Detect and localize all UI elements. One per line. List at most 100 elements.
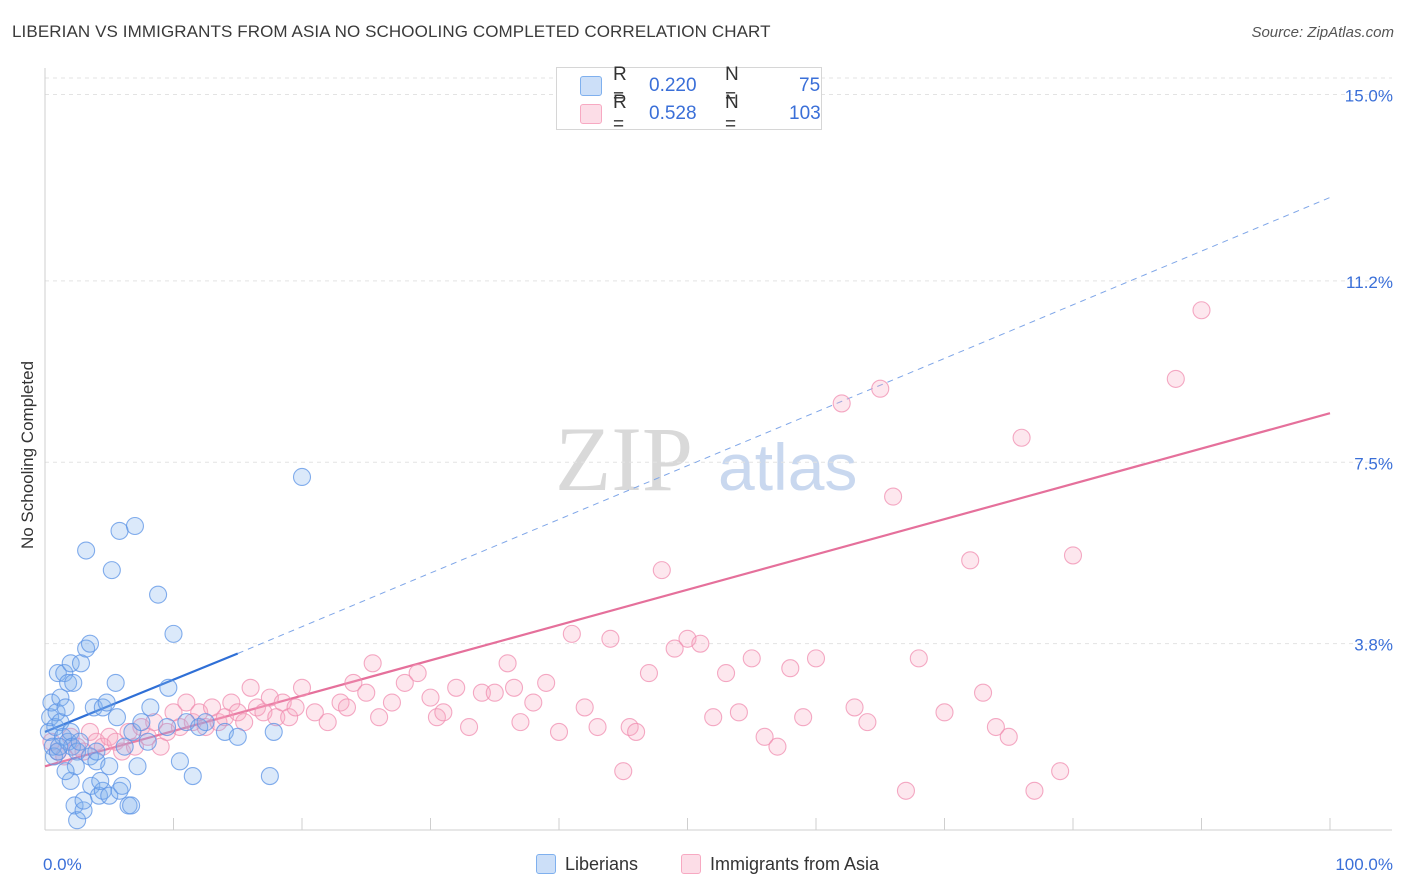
asia-point — [382, 693, 402, 712]
asia-point — [832, 394, 851, 413]
asia-point — [884, 487, 903, 506]
asia-point — [459, 717, 479, 737]
liberian-point — [123, 722, 142, 741]
liberian-point — [128, 757, 147, 776]
legend-swatch-asia — [580, 104, 602, 124]
asia-point — [691, 634, 710, 653]
asia-point — [337, 698, 357, 717]
liberian-point — [61, 654, 80, 673]
asia-point — [871, 379, 890, 398]
asia-point — [1025, 781, 1044, 800]
asia-point — [614, 762, 633, 781]
gridlines — [45, 77, 1392, 645]
liberian-point — [100, 786, 119, 805]
asia-point — [472, 683, 491, 702]
liberian-point — [77, 541, 96, 560]
asia-point — [357, 683, 376, 702]
n-label: N = — [725, 92, 739, 135]
liberian-point — [149, 585, 168, 604]
liberian-point — [158, 717, 177, 737]
asia-point — [794, 708, 813, 727]
asia-point — [305, 703, 324, 722]
n-value: 75 — [799, 75, 821, 96]
liberian-point — [164, 624, 183, 643]
liberian-point — [55, 664, 74, 683]
asia-point — [1012, 428, 1031, 447]
asia-point — [434, 703, 453, 722]
asia-point — [806, 649, 826, 668]
liberian-trend-line — [44, 652, 239, 733]
legend-swatch-liberians — [536, 854, 556, 874]
legend-item-asia[interactable]: Immigrants from Asia — [681, 852, 879, 876]
liberian-point — [80, 634, 100, 653]
n-label: N = — [725, 64, 739, 107]
liberian-point — [107, 708, 127, 727]
liberian-point — [141, 698, 160, 717]
legend-label-asia: Immigrants from Asia — [710, 853, 880, 874]
asia-point — [639, 664, 659, 683]
legend-item-liberians[interactable]: Liberians — [536, 852, 638, 876]
asia-point — [286, 698, 305, 717]
liberian-point — [228, 727, 247, 746]
y-axis-label: No Schooling Completed — [18, 360, 37, 550]
asia-point — [742, 649, 761, 668]
asia-point — [704, 708, 723, 727]
asia-point — [986, 717, 1005, 737]
liberian-point — [65, 796, 84, 815]
asia-point — [729, 703, 748, 722]
asia-point — [504, 678, 524, 697]
liberian-point — [56, 762, 75, 781]
asia-point — [363, 654, 382, 673]
liberian-point — [61, 722, 80, 741]
asia-point — [395, 673, 414, 692]
data-points — [39, 301, 1211, 830]
asia-point — [845, 698, 864, 717]
watermark-zip: ZIP — [555, 408, 693, 510]
r-label: R = — [613, 64, 627, 107]
asia-point — [408, 664, 427, 683]
liberian-point — [102, 561, 121, 580]
legend-swatch-asia — [681, 854, 701, 874]
liberian-point — [66, 757, 85, 776]
correlation-legend: R = 0.220 N = 75 R = 0.528 N = 103 — [556, 64, 822, 135]
asia-point — [562, 624, 581, 643]
asia-point — [498, 654, 517, 673]
liberian-point — [50, 737, 69, 756]
r-label: R = — [613, 92, 627, 135]
liberian-point — [264, 722, 283, 741]
liberian-point — [113, 776, 132, 795]
liberian-point — [59, 673, 78, 692]
asia-point — [222, 693, 241, 712]
asia-point — [601, 629, 620, 648]
asia-point — [1192, 301, 1211, 320]
liberian-point — [74, 801, 93, 820]
liberian-point — [159, 678, 178, 697]
asia-point — [370, 708, 389, 727]
legend-label-liberians: Liberians — [565, 853, 639, 874]
asia-point — [447, 678, 466, 697]
liberian-point — [292, 467, 312, 487]
chart-title: LIBERIAN VS IMMIGRANTS FROM ASIA NO SCHO… — [12, 22, 771, 41]
asia-point — [627, 722, 646, 741]
liberian-point — [51, 688, 70, 707]
asia-point — [768, 737, 787, 756]
watermark: ZIP atlas — [555, 408, 857, 510]
asia-point — [537, 673, 556, 692]
liberian-point — [68, 811, 87, 830]
liberian-point — [42, 693, 61, 712]
asia-point — [1166, 369, 1185, 388]
liberian-point — [122, 796, 141, 815]
asia-point — [280, 708, 299, 727]
x-tick-label: 100.0% — [1335, 855, 1393, 874]
asia-point — [228, 703, 247, 722]
asia-point — [896, 781, 916, 800]
liberian-point — [74, 791, 93, 810]
asia-point — [177, 693, 196, 712]
asia-point — [344, 673, 363, 692]
liberian-point — [100, 757, 119, 776]
liberian-point — [138, 732, 157, 751]
asia-point — [716, 664, 736, 683]
r-value: 0.220 — [649, 75, 697, 96]
asia-point — [524, 693, 543, 712]
